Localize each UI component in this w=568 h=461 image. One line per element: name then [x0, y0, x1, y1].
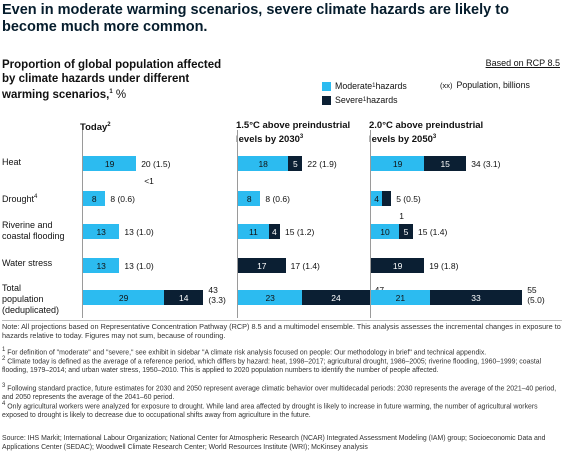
row-label-water-stress: Water stress	[2, 258, 72, 269]
small-value-label: 1	[399, 211, 404, 221]
legend-severe-rest: hazards	[366, 95, 398, 105]
row-label-drought: Drought4	[2, 192, 72, 205]
footnote-1-text: For definition of "moderate" and "severe…	[7, 349, 487, 357]
bar-total-label: 55 (5.0)	[527, 285, 545, 305]
footnote-2-text: Climate today is defined as the average …	[2, 358, 542, 374]
bar-severe: 5	[399, 224, 413, 239]
bar-total-label: 22 (1.9)	[307, 159, 337, 169]
bar-moderate: 21	[371, 290, 430, 305]
bar-total-label: 20 (1.5)	[141, 159, 171, 169]
headline: Even in moderate warming scenarios, seve…	[2, 2, 509, 35]
bar-moderate: 18	[238, 156, 289, 171]
bar-total-label: 8 (0.6)	[265, 194, 290, 204]
bar-moderate: 11	[238, 224, 269, 239]
bar-total-label: 17 (1.4)	[290, 261, 320, 271]
chart-subtitle-unit: %	[112, 88, 127, 101]
footnote-4: 4 Only agricultural workers were analyze…	[2, 400, 562, 420]
footnote-1-marker: 1	[2, 347, 6, 353]
row-label-flooding-text: Riverine and coastal flooding	[2, 220, 65, 241]
bar-severe: 15	[424, 156, 467, 171]
bar-total-label: 5 (0.5)	[396, 194, 421, 204]
legend-moderate-sup: 1	[372, 83, 376, 89]
bar-total-label: 13 (1.0)	[124, 261, 154, 271]
panel-axis-0	[82, 130, 83, 318]
row-label-flooding: Riverine and coastal flooding	[2, 220, 70, 242]
bar-moderate: 23	[238, 290, 303, 305]
panel-title-today-text: Today	[80, 122, 108, 134]
source-line: Source: IHS Markit; International Labour…	[2, 435, 546, 451]
row-label-water-stress-text: Water stress	[2, 258, 53, 268]
chart-note: Note: All projections based on Represent…	[2, 322, 561, 341]
footnote-4-marker: 4	[2, 401, 6, 407]
footnote-1: 1 For definition of "moderate" and "seve…	[2, 346, 562, 358]
legend-moderate-label: Moderate	[335, 81, 373, 91]
chart-subtitle: Proportion of global population affected…	[2, 59, 222, 102]
panel-title-2030: 1.5°C above preindustrial levels by 2030…	[236, 120, 356, 145]
bar-moderate: 10	[371, 224, 399, 239]
legend-population-tag: (xx)	[440, 81, 453, 90]
small-value-label: <1	[144, 176, 154, 186]
bar-moderate: 8	[238, 191, 261, 206]
bar-severe	[382, 191, 392, 206]
bar-total-label: 8 (0.6)	[110, 194, 135, 204]
row-label-heat: Heat	[2, 157, 72, 168]
panel-title-2030-sup: 3	[299, 133, 304, 140]
footnote-3: 3 Following standard practice, future es…	[2, 382, 562, 402]
panel-title-2030-text: 1.5°C above preindustrial levels by 2030	[236, 120, 351, 145]
bar-severe: 19	[371, 258, 425, 273]
bar-moderate: 13	[83, 224, 120, 239]
bar-severe: 14	[164, 290, 204, 305]
bar-total-label: 13 (1.0)	[124, 227, 154, 237]
chart-subtitle-text: Proportion of global population affected…	[2, 59, 222, 101]
bar-moderate: 29	[83, 290, 165, 305]
legend-population-label: Population, billions	[456, 80, 530, 90]
row-label-drought-sup: 4	[34, 194, 38, 200]
legend-moderate-swatch	[322, 81, 331, 91]
legend-moderate-rest: hazards	[375, 81, 407, 91]
panel-title-2050: 2.0°C above preindustrial levels by 2050…	[369, 120, 489, 145]
footnote-3-marker: 3	[2, 383, 6, 389]
bar-moderate: 4	[371, 191, 383, 206]
legend-population: (xx) Population, billions	[440, 80, 550, 91]
row-label-total-text: Total population (deduplicated)	[2, 283, 60, 315]
footnote-2-marker: 2	[2, 356, 6, 362]
bar-total-label: 34 (3.1)	[471, 159, 501, 169]
bar-severe: 4	[268, 224, 280, 239]
bar-moderate: 19	[83, 156, 137, 171]
panel-title-2050-text: 2.0°C above preindustrial levels by 2050	[369, 120, 484, 145]
legend-moderate: Moderate 1 hazards	[322, 81, 407, 91]
bar-total-label: 43 (3.3)	[208, 285, 226, 305]
panel-axis-1	[237, 130, 238, 318]
bar-total-label: 15 (1.4)	[418, 227, 448, 237]
legend-severe-label: Severe	[335, 95, 363, 105]
row-label-heat-text: Heat	[2, 157, 22, 167]
footnote-4-text: Only agricultural workers were analyzed …	[2, 403, 538, 419]
bar-moderate: 8	[83, 191, 106, 206]
row-label-drought-text: Drought	[2, 194, 35, 204]
bar-total-label: 15 (1.2)	[285, 227, 315, 237]
chart-separator	[2, 320, 562, 321]
legend-severe: Severe 1 hazards	[322, 95, 398, 105]
row-label-total: Total population (deduplicated)	[2, 283, 60, 316]
legend-severe-sup: 1	[362, 97, 367, 103]
panel-axis-2	[370, 130, 371, 318]
bar-severe: 5	[288, 156, 303, 171]
legend-severe-swatch	[322, 95, 331, 105]
bar-moderate: 13	[83, 258, 120, 273]
bar-total-label: 19 (1.8)	[429, 261, 459, 271]
footnote-2: 2 Climate today is defined as the averag…	[2, 355, 562, 375]
basis-label: Based on RCP 8.5	[485, 58, 560, 68]
footnote-3-text: Following standard practice, future esti…	[2, 385, 557, 401]
bar-severe: 17	[238, 258, 286, 273]
chart-subtitle-sup: 1	[109, 89, 113, 95]
bar-severe: 24	[302, 290, 370, 305]
panel-title-2050-sup: 3	[432, 133, 437, 140]
bar-moderate: 19	[371, 156, 425, 171]
panel-title-today-sup: 2	[107, 122, 111, 128]
panel-title-today: Today2	[80, 120, 220, 134]
bar-severe: 33	[429, 290, 523, 305]
